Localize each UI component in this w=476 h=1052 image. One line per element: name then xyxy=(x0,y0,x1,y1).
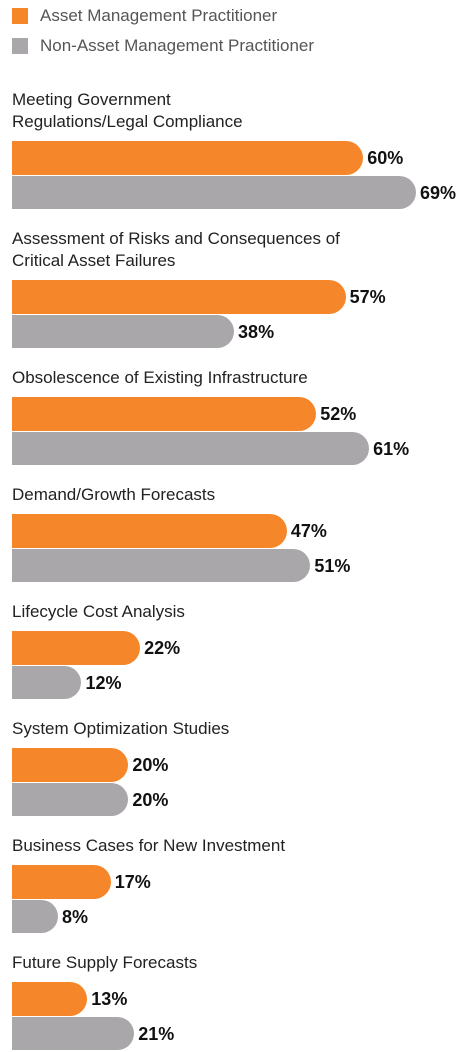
value-label: 52% xyxy=(320,404,357,425)
value-label: 57% xyxy=(349,287,386,308)
bar xyxy=(12,665,82,699)
value-label: 47% xyxy=(290,521,327,542)
legend-swatch xyxy=(12,8,28,24)
bar xyxy=(12,748,129,782)
value-label: 60% xyxy=(367,148,404,169)
value-label: 51% xyxy=(314,555,351,576)
value-label: 20% xyxy=(132,789,169,810)
legend-swatch xyxy=(12,38,28,54)
bar xyxy=(12,548,311,582)
value-label: 22% xyxy=(144,638,181,659)
value-label: 21% xyxy=(138,1023,175,1044)
legend-label: Asset Management Practitioner xyxy=(40,6,278,25)
bar xyxy=(12,280,346,314)
category-label: Lifecycle Cost Analysis xyxy=(12,602,185,621)
bar xyxy=(12,175,417,209)
category-label: System Optimization Studies xyxy=(12,719,230,738)
legend-label: Non-Asset Management Practitioner xyxy=(40,36,315,55)
category-label: Demand/Growth Forecasts xyxy=(12,485,216,504)
value-label: 20% xyxy=(132,755,169,776)
bar xyxy=(12,514,287,548)
bar xyxy=(12,982,88,1016)
value-label: 8% xyxy=(61,906,88,927)
bar xyxy=(12,431,370,465)
bar xyxy=(12,314,235,348)
bar xyxy=(12,397,317,431)
bar xyxy=(12,865,111,899)
category-label: Future Supply Forecasts xyxy=(12,953,198,972)
value-label: 69% xyxy=(420,182,457,203)
category-label: Business Cases for New Investment xyxy=(12,836,286,855)
category-label: Assessment of Risks and Consequences of … xyxy=(12,229,340,270)
value-label: 17% xyxy=(114,872,151,893)
value-label: 13% xyxy=(91,989,128,1010)
bar xyxy=(12,1016,135,1050)
value-label: 38% xyxy=(238,321,275,342)
value-label: 61% xyxy=(373,438,410,459)
bar xyxy=(12,141,364,175)
bar xyxy=(12,631,141,665)
value-label: 12% xyxy=(85,672,122,693)
category-label: Obsolescence of Existing Infrastructure xyxy=(12,368,308,387)
category-label: Meeting Government Regulations/Legal Com… xyxy=(12,90,243,131)
bar xyxy=(12,899,58,933)
bar xyxy=(12,782,129,816)
